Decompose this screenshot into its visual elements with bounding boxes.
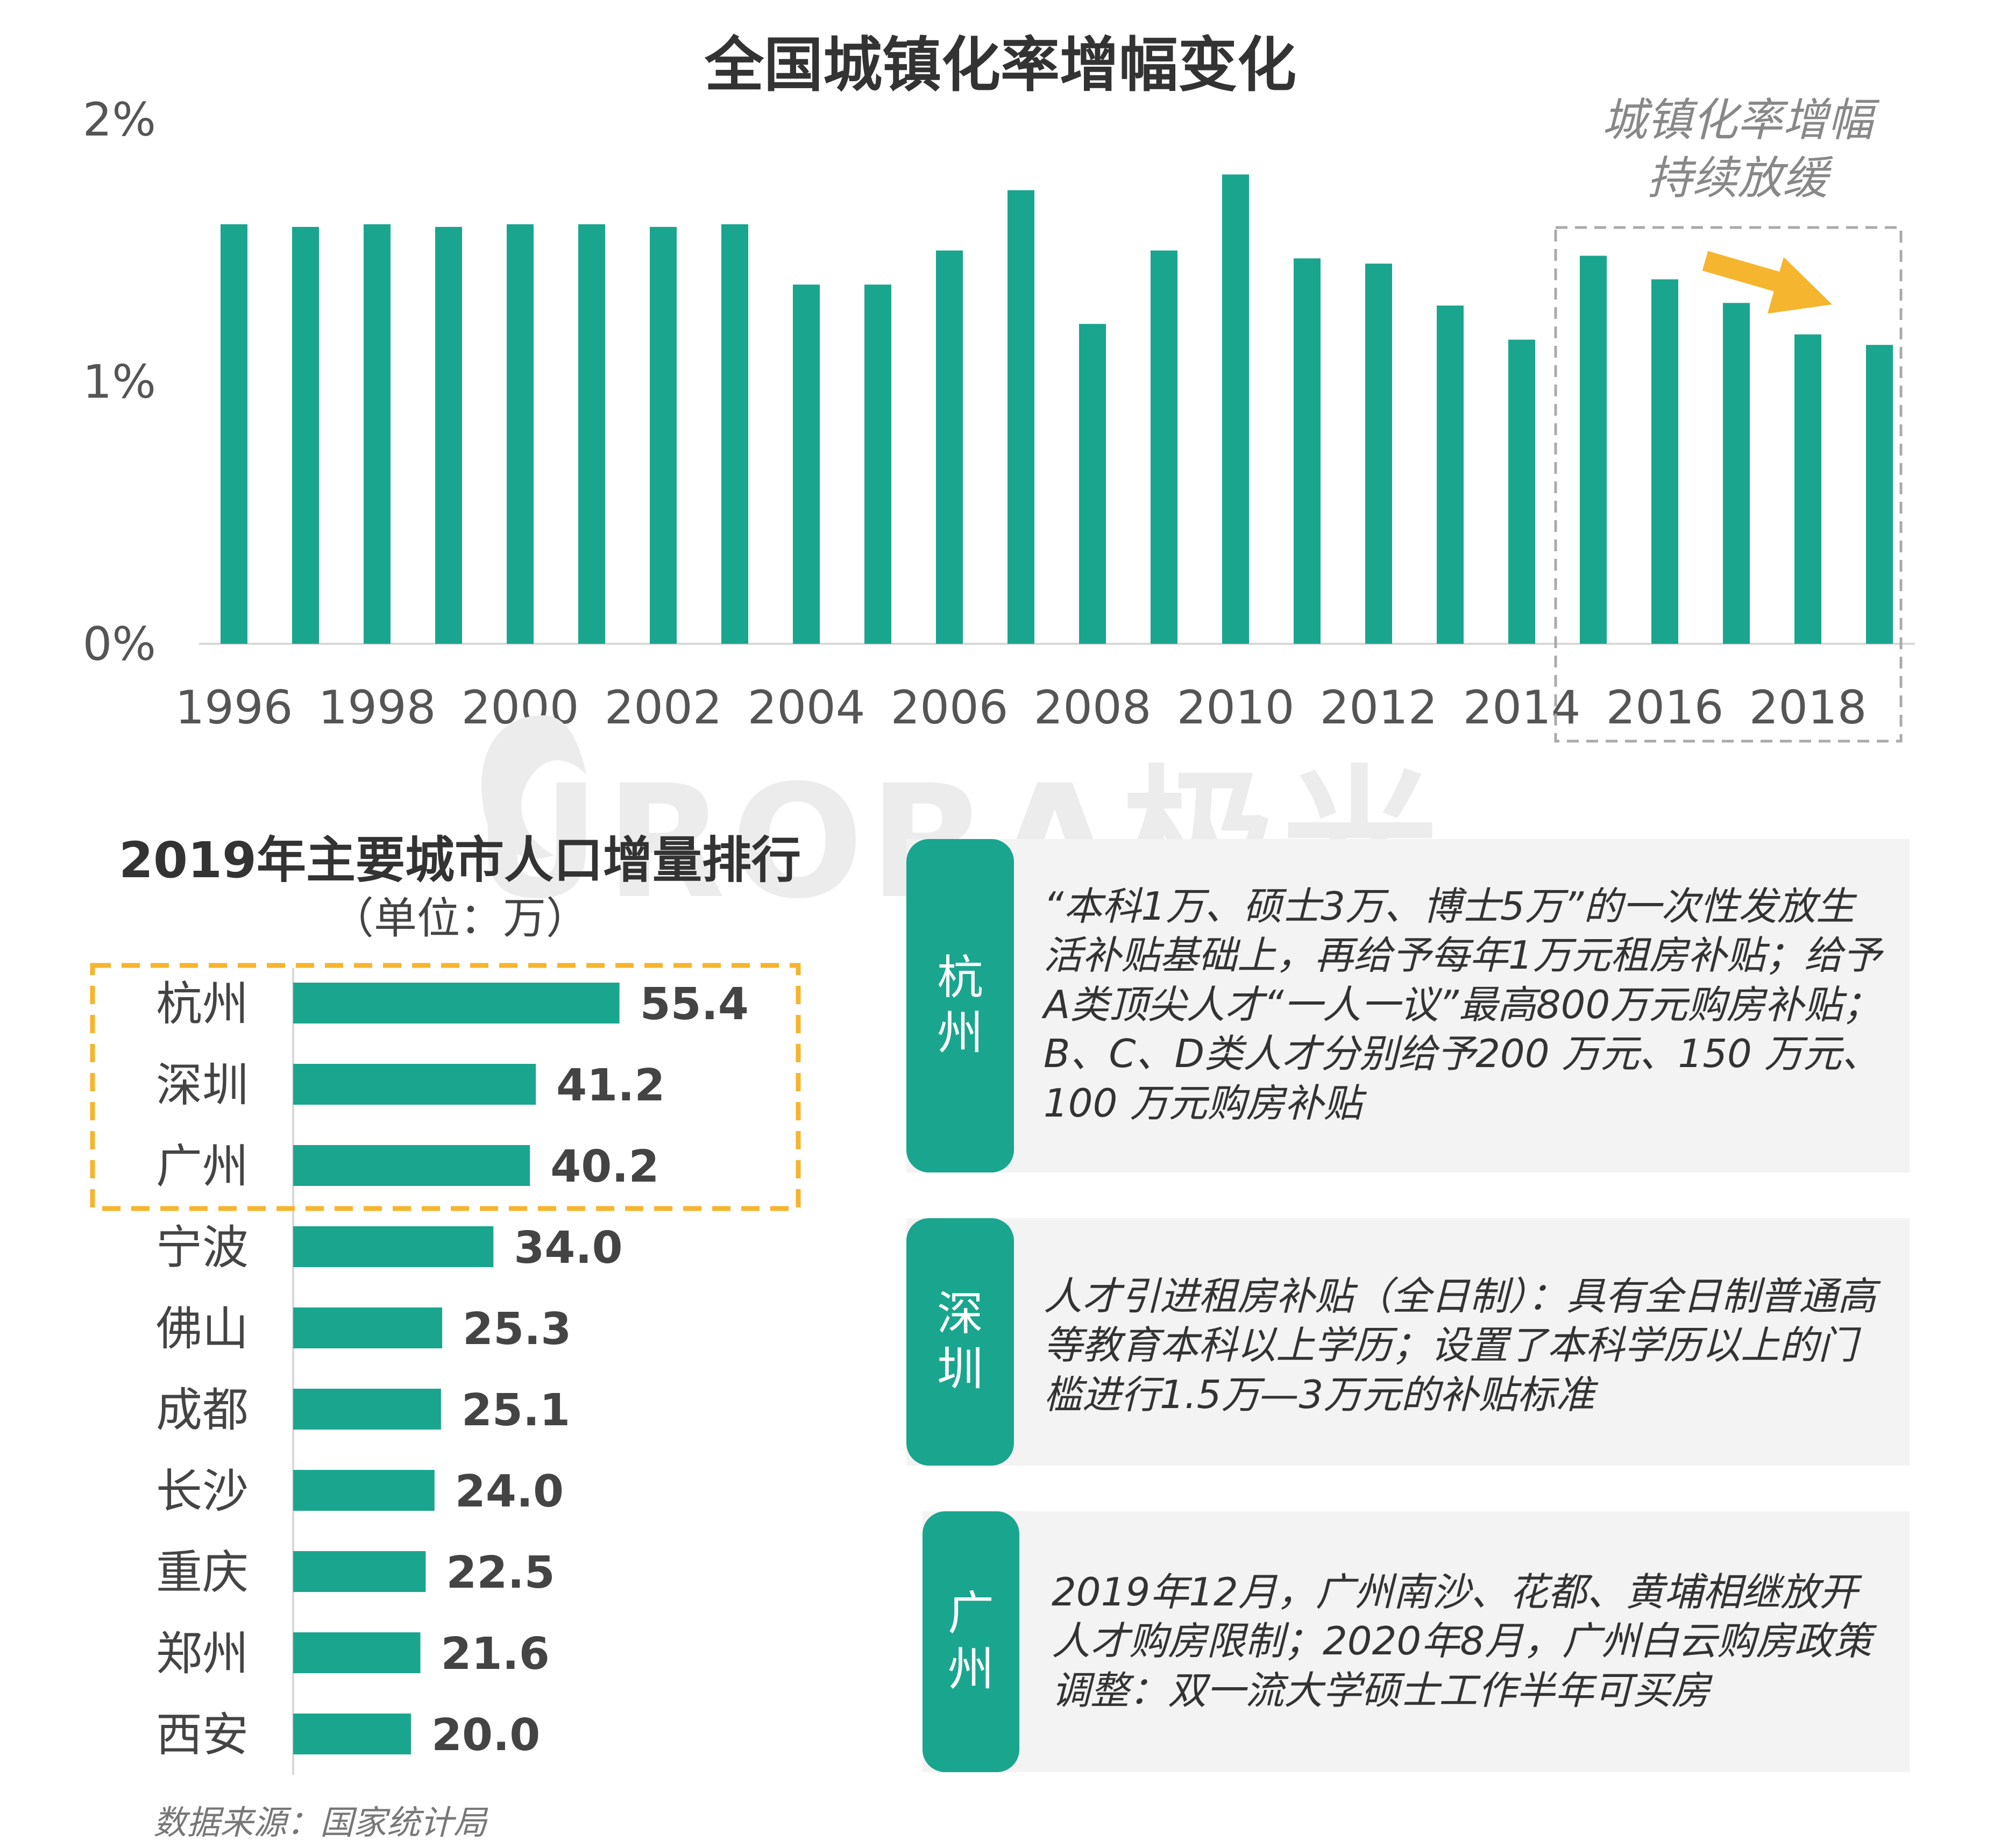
x-tick-label: 2014 bbox=[1463, 681, 1581, 735]
city-label: 成都 bbox=[156, 1383, 249, 1437]
city-label: 长沙 bbox=[156, 1465, 249, 1518]
bar-2000 bbox=[507, 224, 534, 644]
bar-2004 bbox=[793, 285, 820, 644]
y-tick-label: 0% bbox=[83, 617, 156, 671]
bar-1998 bbox=[364, 224, 391, 644]
policy-city-tag-hangzhou: 杭州 bbox=[906, 839, 1014, 1172]
bar-2016 bbox=[1651, 279, 1678, 644]
urbanization-bar-chart: 0%1%2%1996 1998 2000 2002 2004 2006 2008 2010 20… bbox=[83, 93, 1915, 743]
x-tick-label: 1998 bbox=[318, 681, 436, 735]
x-tick-label: 2016 bbox=[1606, 681, 1724, 735]
bar-8 bbox=[293, 1632, 421, 1673]
bar-2008 bbox=[1079, 324, 1106, 644]
x-tick-label: 2008 bbox=[1034, 681, 1152, 735]
bar-2014 bbox=[1508, 339, 1535, 644]
bar-2013 bbox=[1437, 305, 1464, 644]
trend-arrow-head bbox=[1768, 257, 1832, 314]
x-tick-label: 2002 bbox=[605, 681, 722, 735]
city-label: 宁波 bbox=[156, 1221, 249, 1275]
bar-1 bbox=[293, 1064, 536, 1105]
bar-2 bbox=[293, 1145, 530, 1186]
bar-5 bbox=[293, 1389, 441, 1430]
policy-panel-shenzhen bbox=[906, 1218, 1910, 1466]
bar-2012 bbox=[1365, 264, 1392, 644]
policy-panel-hangzhou bbox=[906, 839, 1910, 1172]
bar-2015 bbox=[1580, 255, 1607, 644]
value-label: 22.5 bbox=[446, 1547, 555, 1598]
value-label: 20.0 bbox=[431, 1710, 540, 1761]
policy-panel-guangzhou bbox=[923, 1511, 1910, 1772]
chart-title: 全国城镇化率增幅变化 bbox=[705, 31, 1296, 99]
x-tick-label: 2012 bbox=[1320, 681, 1438, 735]
city-label: 广州 bbox=[156, 1140, 249, 1193]
bar-2009 bbox=[1151, 250, 1177, 644]
x-tick-label: 2010 bbox=[1177, 681, 1295, 735]
ranking-chart-title: 2019年主要城市人口增量排行 bbox=[118, 831, 801, 889]
policy-text-guangzhou: 2019年12月，广州南沙、花都、黄埔相继放开人才购房限制；2020年8月，广州… bbox=[1052, 1569, 1872, 1713]
value-label: 25.3 bbox=[463, 1304, 571, 1355]
value-label: 34.0 bbox=[514, 1222, 622, 1274]
city-label: 佛山 bbox=[156, 1302, 249, 1356]
bar-2006 bbox=[936, 250, 963, 644]
bar-2001 bbox=[578, 224, 605, 644]
policy-text-hangzhou: “本科1万、硕士3万、博士5万”的一次性发放生活补贴基础上，再给予每年1万元租房… bbox=[1044, 884, 1882, 1126]
bar-2019 bbox=[1866, 345, 1893, 644]
bar-2010 bbox=[1222, 174, 1249, 644]
bar-0 bbox=[293, 983, 620, 1023]
bar-2011 bbox=[1294, 258, 1321, 644]
policy-text-shenzhen: 人才引进租房补贴（全日制）：具有全日制普通高等教育本科以上学历；设置了本科学历以… bbox=[1044, 1274, 1877, 1417]
bar-2002 bbox=[650, 226, 677, 644]
bar-2018 bbox=[1794, 334, 1821, 644]
bar-1999 bbox=[435, 226, 462, 644]
trend-arrow-shaft bbox=[1702, 251, 1792, 295]
city-label: 西安 bbox=[156, 1708, 249, 1762]
bar-3 bbox=[293, 1226, 494, 1267]
y-tick-label: 1% bbox=[83, 356, 156, 409]
value-label: 41.2 bbox=[556, 1060, 665, 1111]
city-population-bar-chart: 杭州 55.4 深圳 41.2 广州 40.2 宁波 34.0 佛山 25.3 成都 25.1 长沙 24… bbox=[90, 963, 801, 1775]
value-label: 25.1 bbox=[462, 1385, 570, 1436]
data-source: 数据来源：国家统计局 bbox=[153, 1803, 487, 1842]
bar-9 bbox=[293, 1714, 411, 1754]
city-label: 深圳 bbox=[156, 1058, 249, 1112]
bar-2017 bbox=[1723, 303, 1750, 644]
bar-6 bbox=[293, 1470, 435, 1511]
x-tick-label: 1996 bbox=[175, 681, 293, 735]
value-label: 40.2 bbox=[550, 1141, 659, 1192]
x-tick-label: 2006 bbox=[891, 681, 1009, 735]
x-tick-label: 2004 bbox=[748, 681, 865, 735]
slowdown-annotation: 城镇化率增幅持续放缓 bbox=[1601, 94, 1873, 204]
policy-city-tag-shenzhen: 深圳 bbox=[906, 1218, 1014, 1466]
bar-4 bbox=[293, 1307, 443, 1348]
bar-1997 bbox=[292, 226, 319, 644]
city-label: 郑州 bbox=[156, 1627, 249, 1681]
policy-city-tag-guangzhou: 广州 bbox=[923, 1511, 1019, 1772]
x-tick-label: 2018 bbox=[1749, 681, 1867, 735]
top3-highlight-box bbox=[90, 963, 801, 1211]
value-label: 24.0 bbox=[455, 1466, 564, 1517]
bar-7 bbox=[293, 1551, 426, 1592]
city-label: 重庆 bbox=[156, 1546, 249, 1600]
aurora-logo-icon bbox=[481, 715, 586, 859]
value-label: 21.6 bbox=[441, 1629, 550, 1680]
bar-2007 bbox=[1007, 190, 1034, 644]
city-label: 杭州 bbox=[156, 977, 249, 1031]
bar-1996 bbox=[221, 224, 247, 644]
value-label: 55.4 bbox=[640, 979, 749, 1030]
ranking-chart-unit: （单位：万） bbox=[331, 893, 589, 943]
y-tick-label: 2% bbox=[83, 93, 156, 147]
bar-2005 bbox=[864, 285, 891, 644]
bar-2003 bbox=[721, 224, 748, 644]
annotation-box bbox=[1554, 226, 1903, 743]
